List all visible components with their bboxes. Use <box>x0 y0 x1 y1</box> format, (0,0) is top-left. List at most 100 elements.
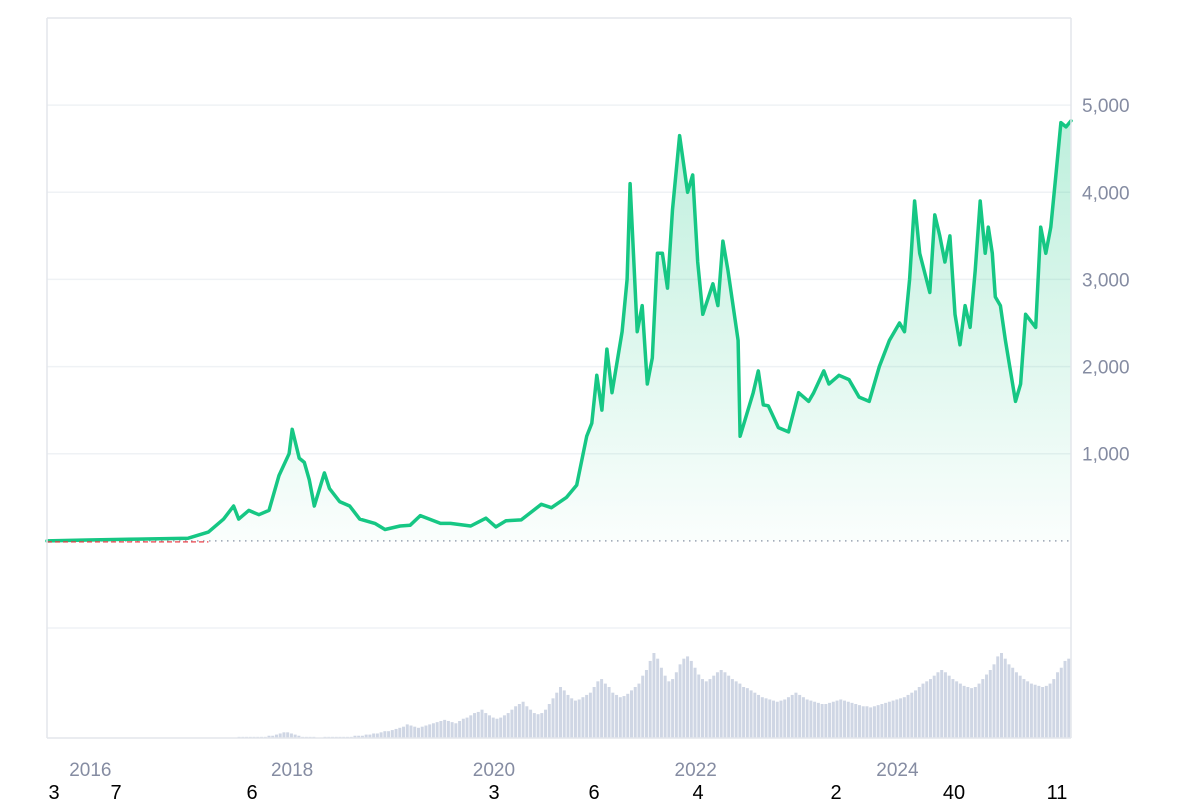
volume-bar <box>753 692 757 738</box>
volume-bar <box>648 660 652 738</box>
bottom-label: 2 <box>830 782 841 800</box>
volume-bar <box>637 683 641 738</box>
volume-bar <box>816 702 820 738</box>
price-area-fill <box>47 120 1071 541</box>
volume-bar <box>910 692 914 738</box>
price-line-group <box>45 119 1073 543</box>
volume-bar <box>439 721 443 738</box>
bottom-label: 6 <box>246 782 257 800</box>
bottom-label: 3 <box>488 782 499 800</box>
volume-bar <box>760 697 764 738</box>
volume-bar <box>600 679 604 738</box>
volume-bar <box>566 694 570 738</box>
volume-bar <box>1037 685 1041 738</box>
volume-bar <box>502 715 506 738</box>
volume-bar <box>282 732 286 738</box>
volume-bar <box>581 697 585 738</box>
volume-bar <box>1029 683 1033 738</box>
volume-bar <box>409 725 413 738</box>
y-tick-label: 1,000 <box>1082 445 1130 466</box>
volume-bar <box>947 675 951 738</box>
volume-bar <box>902 697 906 738</box>
volume-bar <box>480 709 484 738</box>
volume-bar <box>689 660 693 738</box>
volume-bar <box>652 653 656 738</box>
volume-bar <box>416 727 420 738</box>
volume-bar <box>278 733 282 738</box>
volume-bar <box>999 653 1003 738</box>
volume-bar <box>977 683 981 738</box>
volume-bar <box>540 713 544 738</box>
volume-bar <box>884 702 888 738</box>
volume-bar <box>510 709 514 738</box>
volume-bars <box>237 653 1071 738</box>
volume-bar <box>973 687 977 738</box>
volume-bar <box>988 670 992 738</box>
volume-bar <box>768 699 772 738</box>
y-tick-label: 5,000 <box>1082 96 1130 117</box>
bottom-label: 7 <box>110 782 121 800</box>
volume-bar <box>1067 658 1071 738</box>
y-tick-label: 4,000 <box>1082 183 1130 204</box>
volume-bar <box>779 700 783 738</box>
bottom-labels: 3 7 6 3 6 4 2 40 11 <box>48 782 1067 800</box>
volume-bar <box>887 701 891 738</box>
volume-bar <box>615 694 619 738</box>
volume-bar <box>585 694 589 738</box>
volume-bar <box>757 694 761 738</box>
volume-bar <box>547 704 551 738</box>
volume-bar <box>693 667 697 738</box>
x-tick-label: 2022 <box>675 760 717 781</box>
volume-bar <box>876 705 880 738</box>
volume-bar <box>663 675 667 738</box>
price-area <box>47 120 1071 541</box>
volume-bar <box>428 724 432 738</box>
volume-bar <box>928 679 932 738</box>
volume-bar <box>1056 672 1060 738</box>
volume-bar <box>626 693 630 738</box>
volume-bar <box>1003 658 1007 738</box>
volume-bar <box>525 706 529 738</box>
volume-bar <box>745 688 749 738</box>
volume-bar <box>491 717 495 738</box>
volume-bar <box>1033 684 1037 738</box>
volume-bar <box>914 690 918 738</box>
x-tick-label: 2016 <box>69 760 111 781</box>
volume-bar <box>925 681 929 738</box>
volume-bar <box>861 706 865 738</box>
volume-bar <box>357 735 361 738</box>
volume-bar <box>293 734 297 738</box>
volume-bar <box>704 681 708 738</box>
volume-bar <box>958 683 962 738</box>
volume-bar <box>375 733 379 738</box>
y-axis: 1,000 2,000 3,000 4,000 5,000 <box>1082 96 1130 466</box>
volume-bar <box>835 700 839 738</box>
volume-bar <box>446 721 450 738</box>
volume-bar <box>839 699 843 738</box>
volume-bar <box>465 717 469 738</box>
volume-bar <box>828 702 832 738</box>
volume-bar <box>353 735 357 738</box>
volume-bar <box>656 658 660 738</box>
volume-bar <box>622 696 626 738</box>
volume-bar <box>846 701 850 738</box>
volume-bar <box>521 701 525 738</box>
volume-bar <box>551 698 555 738</box>
volume-bar <box>420 726 424 738</box>
volume-bar <box>424 725 428 738</box>
x-tick-label: 2024 <box>876 760 919 781</box>
volume-bar <box>405 724 409 738</box>
volume-bar <box>573 700 577 738</box>
volume-bar <box>611 692 615 738</box>
bottom-label: 11 <box>1047 782 1068 800</box>
volume-bar <box>360 735 364 738</box>
volume-bar <box>555 692 559 738</box>
volume-bar <box>932 675 936 738</box>
volume-bar <box>506 713 510 738</box>
volume-bar <box>712 675 716 738</box>
volume-bar <box>880 704 884 738</box>
volume-bar <box>678 664 682 738</box>
volume-bar <box>398 727 402 738</box>
volume-bar <box>450 722 454 738</box>
volume-bar <box>801 697 805 738</box>
